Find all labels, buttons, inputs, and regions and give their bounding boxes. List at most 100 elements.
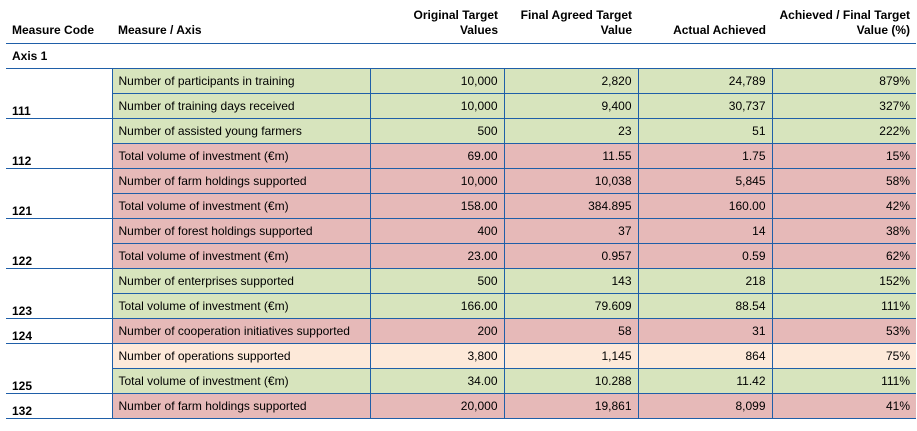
- original-target: 400: [369, 218, 505, 244]
- table-row: 132 Number of farm holdings supported 20…: [6, 393, 916, 419]
- measure-name: Number of farm holdings supported: [111, 393, 371, 419]
- header-measure-axis: Measure / Axis: [112, 0, 370, 44]
- achieved-pct: 111%: [771, 368, 916, 394]
- actual-achieved: 31: [637, 318, 773, 344]
- measure-code: 112: [6, 143, 113, 169]
- achieved-pct: 75%: [771, 343, 916, 369]
- table-row: 123 Total volume of investment (€m) 166.…: [6, 293, 916, 319]
- achieved-pct: 222%: [771, 118, 916, 144]
- measure-name: Total volume of investment (€m): [111, 293, 371, 319]
- actual-achieved: 8,099: [637, 393, 773, 419]
- original-target: 34.00: [369, 368, 505, 394]
- measure-code: 121: [6, 193, 113, 219]
- measure-code: 132: [6, 393, 113, 419]
- achieved-pct: 15%: [771, 143, 916, 169]
- original-target: 69.00: [369, 143, 505, 169]
- measure-code: 124: [6, 318, 113, 344]
- header-original-target: Original Target Values: [370, 0, 504, 44]
- table-row: Number of participants in training 10,00…: [6, 68, 916, 94]
- measure-code: 123: [6, 293, 113, 319]
- measure-name: Number of enterprises supported: [111, 268, 371, 294]
- measure-code: [6, 343, 113, 369]
- original-target: 3,800: [369, 343, 505, 369]
- achieved-pct: 327%: [771, 93, 916, 119]
- table-row: Number of forest holdings supported 400 …: [6, 218, 916, 244]
- achieved-pct: 58%: [771, 168, 916, 194]
- final-target: 9,400: [503, 93, 639, 119]
- actual-achieved: 51: [637, 118, 773, 144]
- measure-name: Number of forest holdings supported: [111, 218, 371, 244]
- actual-achieved: 24,789: [637, 68, 773, 94]
- achieved-pct: 879%: [771, 68, 916, 94]
- measure-name: Number of cooperation initiatives suppor…: [111, 318, 371, 344]
- measure-code: [6, 118, 113, 144]
- original-target: 10,000: [369, 93, 505, 119]
- actual-achieved: 218: [637, 268, 773, 294]
- final-target: 2,820: [503, 68, 639, 94]
- original-target: 10,000: [369, 168, 505, 194]
- measures-table: Measure Code Measure / Axis Original Tar…: [6, 0, 916, 419]
- final-target: 1,145: [503, 343, 639, 369]
- measure-name: Total volume of investment (€m): [111, 368, 371, 394]
- measure-code: [6, 168, 113, 194]
- measure-name: Number of operations supported: [111, 343, 371, 369]
- original-target: 166.00: [369, 293, 505, 319]
- actual-achieved: 14: [637, 218, 773, 244]
- table-row: Number of enterprises supported 500 143 …: [6, 268, 916, 294]
- header-achieved-pct: Achieved / Final Target Value (%): [772, 0, 916, 44]
- actual-achieved: 11.42: [637, 368, 773, 394]
- achieved-pct: 111%: [771, 293, 916, 319]
- final-target: 23: [503, 118, 639, 144]
- measure-name: Number of participants in training: [111, 68, 371, 94]
- header-final-target: Final Agreed Target Value: [504, 0, 638, 44]
- header-row: Measure Code Measure / Axis Original Tar…: [6, 0, 916, 44]
- actual-achieved: 88.54: [637, 293, 773, 319]
- final-target: 58: [503, 318, 639, 344]
- achieved-pct: 38%: [771, 218, 916, 244]
- actual-achieved: 5,845: [637, 168, 773, 194]
- axis-label: Axis 1: [6, 43, 916, 69]
- final-target: 384.895: [503, 193, 639, 219]
- measure-name: Number of assisted young farmers: [111, 118, 371, 144]
- achieved-pct: 42%: [771, 193, 916, 219]
- final-target: 11.55: [503, 143, 639, 169]
- measure-code: [6, 218, 113, 244]
- table-row: Number of operations supported 3,800 1,1…: [6, 343, 916, 369]
- achieved-pct: 152%: [771, 268, 916, 294]
- table-row: Number of assisted young farmers 500 23 …: [6, 118, 916, 144]
- table-row: 121 Total volume of investment (€m) 158.…: [6, 193, 916, 219]
- measure-code: 111: [6, 93, 113, 119]
- actual-achieved: 1.75: [637, 143, 773, 169]
- original-target: 500: [369, 118, 505, 144]
- final-target: 19,861: [503, 393, 639, 419]
- table-row: 124 Number of cooperation initiatives su…: [6, 318, 916, 344]
- final-target: 0.957: [503, 243, 639, 269]
- original-target: 20,000: [369, 393, 505, 419]
- measure-name: Total volume of investment (€m): [111, 143, 371, 169]
- table-row: 125 Total volume of investment (€m) 34.0…: [6, 368, 916, 394]
- original-target: 500: [369, 268, 505, 294]
- original-target: 23.00: [369, 243, 505, 269]
- table-row: 111 Number of training days received 10,…: [6, 93, 916, 119]
- actual-achieved: 30,737: [637, 93, 773, 119]
- original-target: 10,000: [369, 68, 505, 94]
- actual-achieved: 0.59: [637, 243, 773, 269]
- measure-name: Number of farm holdings supported: [111, 168, 371, 194]
- original-target: 158.00: [369, 193, 505, 219]
- actual-achieved: 864: [637, 343, 773, 369]
- axis-row: Axis 1: [6, 43, 916, 69]
- measure-name: Number of training days received: [111, 93, 371, 119]
- final-target: 143: [503, 268, 639, 294]
- header-measure-code: Measure Code: [6, 0, 112, 44]
- achieved-pct: 62%: [771, 243, 916, 269]
- original-target: 200: [369, 318, 505, 344]
- final-target: 10,038: [503, 168, 639, 194]
- table-row: Number of farm holdings supported 10,000…: [6, 168, 916, 194]
- measure-code: 125: [6, 368, 113, 394]
- final-target: 79.609: [503, 293, 639, 319]
- measure-code: 122: [6, 243, 113, 269]
- actual-achieved: 160.00: [637, 193, 773, 219]
- achieved-pct: 53%: [771, 318, 916, 344]
- measure-code: [6, 268, 113, 294]
- final-target: 10.288: [503, 368, 639, 394]
